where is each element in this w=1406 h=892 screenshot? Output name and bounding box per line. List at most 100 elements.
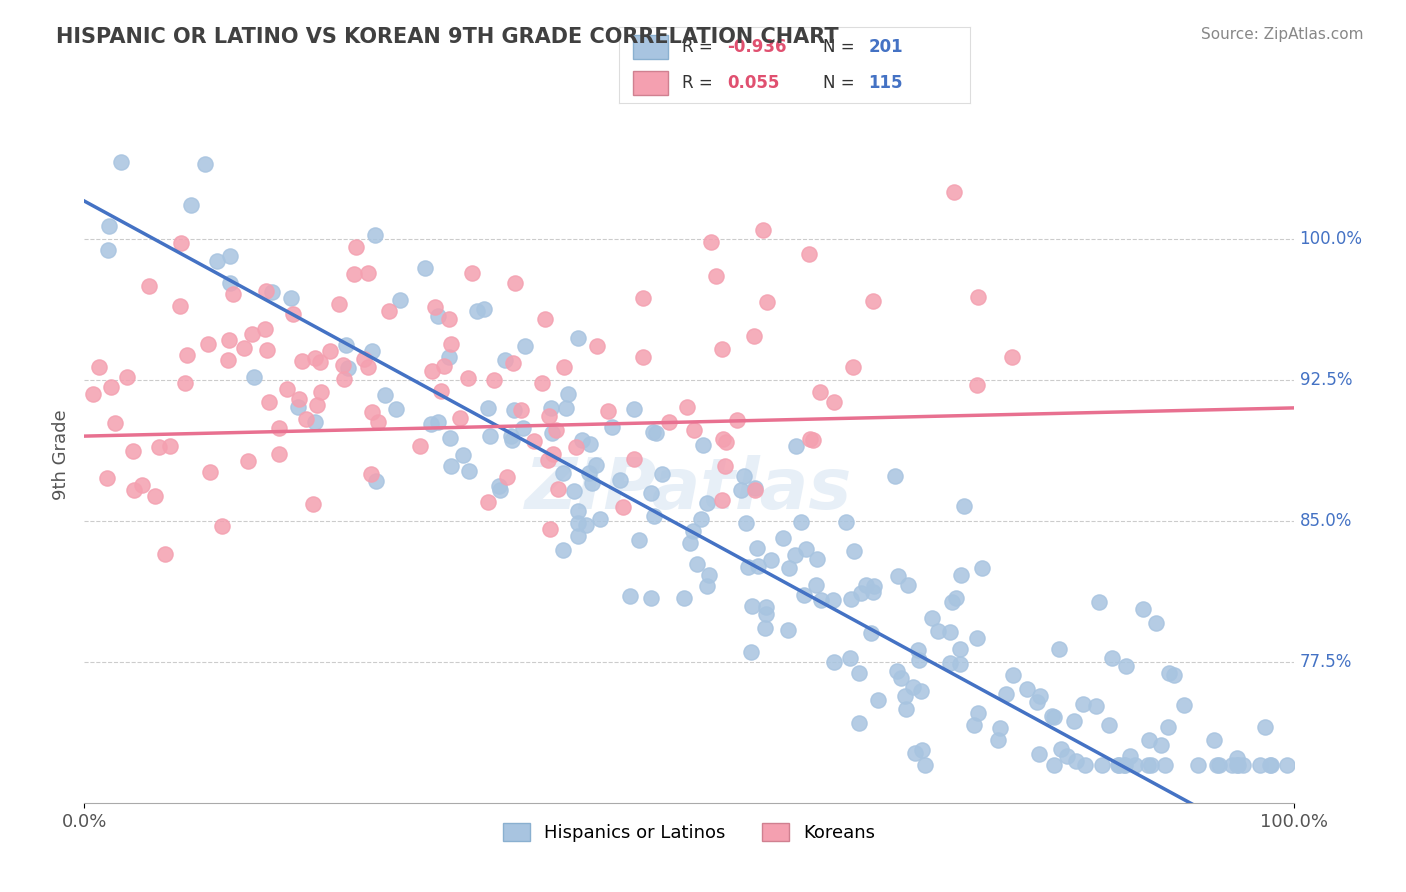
- Koreans: [377, 303, 399, 318]
- Koreans: [553, 359, 575, 374]
- Hispanics or Latinos: [465, 303, 488, 318]
- Koreans: [357, 359, 380, 374]
- Hispanics or Latinos: [1140, 758, 1163, 772]
- Hispanics or Latinos: [562, 484, 585, 499]
- Koreans: [173, 376, 195, 390]
- Text: ZIPatlas: ZIPatlas: [526, 455, 852, 524]
- Koreans: [332, 358, 354, 372]
- Text: Source: ZipAtlas.com: Source: ZipAtlas.com: [1201, 27, 1364, 42]
- Koreans: [256, 343, 278, 357]
- Hispanics or Latinos: [995, 687, 1018, 701]
- Hispanics or Latinos: [1098, 717, 1121, 731]
- Hispanics or Latinos: [453, 448, 475, 462]
- Koreans: [538, 409, 561, 423]
- Hispanics or Latinos: [1040, 708, 1063, 723]
- Hispanics or Latinos: [890, 671, 912, 685]
- Hispanics or Latinos: [501, 433, 523, 447]
- Hispanics or Latinos: [557, 387, 579, 401]
- Hispanics or Latinos: [911, 743, 934, 757]
- Koreans: [523, 434, 546, 448]
- Koreans: [531, 376, 554, 391]
- Hispanics or Latinos: [948, 657, 970, 671]
- Koreans: [537, 453, 560, 467]
- Hispanics or Latinos: [696, 579, 718, 593]
- Hispanics or Latinos: [793, 588, 815, 602]
- Hispanics or Latinos: [1091, 758, 1114, 772]
- Hispanics or Latinos: [619, 589, 641, 603]
- Hispanics or Latinos: [1187, 758, 1209, 772]
- Hispanics or Latinos: [785, 439, 807, 453]
- Hispanics or Latinos: [1249, 758, 1271, 772]
- Hispanics or Latinos: [1163, 667, 1185, 681]
- Koreans: [477, 494, 499, 508]
- Koreans: [343, 267, 366, 281]
- Hispanics or Latinos: [1063, 714, 1085, 729]
- Hispanics or Latinos: [1074, 758, 1097, 772]
- Hispanics or Latinos: [740, 645, 762, 659]
- Hispanics or Latinos: [755, 607, 778, 621]
- Hispanics or Latinos: [1226, 758, 1249, 772]
- Hispanics or Latinos: [1275, 758, 1298, 772]
- Hispanics or Latinos: [1107, 758, 1129, 772]
- Hispanics or Latinos: [1136, 758, 1159, 772]
- Hispanics or Latinos: [640, 486, 662, 500]
- Koreans: [309, 385, 332, 400]
- Hispanics or Latinos: [110, 155, 132, 169]
- Hispanics or Latinos: [361, 344, 384, 359]
- Koreans: [420, 364, 443, 378]
- Koreans: [148, 440, 170, 454]
- Hispanics or Latinos: [950, 567, 973, 582]
- Text: 115: 115: [868, 74, 903, 92]
- Koreans: [295, 412, 318, 426]
- Hispanics or Latinos: [567, 504, 589, 518]
- Legend: Hispanics or Latinos, Koreans: Hispanics or Latinos, Koreans: [495, 815, 883, 849]
- Hispanics or Latinos: [734, 516, 756, 530]
- Hispanics or Latinos: [426, 415, 449, 429]
- Text: R =: R =: [682, 38, 718, 56]
- Hispanics or Latinos: [1144, 615, 1167, 630]
- Koreans: [803, 433, 825, 447]
- Koreans: [301, 497, 323, 511]
- Koreans: [253, 322, 276, 336]
- Hispanics or Latinos: [839, 592, 862, 607]
- Text: 85.0%: 85.0%: [1299, 512, 1353, 530]
- Koreans: [682, 424, 704, 438]
- Text: N =: N =: [823, 38, 859, 56]
- Hispanics or Latinos: [567, 529, 589, 543]
- Hispanics or Latinos: [651, 467, 673, 481]
- Koreans: [409, 439, 432, 453]
- Hispanics or Latinos: [262, 285, 284, 300]
- Hispanics or Latinos: [761, 553, 783, 567]
- Text: 92.5%: 92.5%: [1299, 371, 1353, 389]
- Koreans: [269, 447, 291, 461]
- Koreans: [547, 482, 569, 496]
- Hispanics or Latinos: [1029, 690, 1052, 704]
- Hispanics or Latinos: [1156, 720, 1178, 734]
- Koreans: [100, 380, 122, 394]
- Hispanics or Latinos: [439, 431, 461, 445]
- Hispanics or Latinos: [219, 248, 242, 262]
- Hispanics or Latinos: [1159, 666, 1181, 681]
- Hispanics or Latinos: [901, 680, 924, 694]
- Koreans: [122, 483, 145, 497]
- Text: HISPANIC OR LATINO VS KOREAN 9TH GRADE CORRELATION CHART: HISPANIC OR LATINO VS KOREAN 9TH GRADE C…: [56, 27, 839, 46]
- Hispanics or Latinos: [848, 665, 870, 680]
- Hispanics or Latinos: [689, 512, 711, 526]
- Hispanics or Latinos: [778, 561, 800, 575]
- Koreans: [357, 266, 380, 280]
- Koreans: [82, 387, 104, 401]
- Hispanics or Latinos: [907, 642, 929, 657]
- Koreans: [143, 489, 166, 503]
- Hispanics or Latinos: [1208, 758, 1230, 772]
- Hispanics or Latinos: [287, 400, 309, 414]
- Koreans: [305, 398, 328, 412]
- Koreans: [711, 343, 734, 357]
- Hispanics or Latinos: [939, 625, 962, 640]
- Hispanics or Latinos: [494, 353, 516, 368]
- Hispanics or Latinos: [458, 464, 481, 478]
- Hispanics or Latinos: [578, 466, 600, 480]
- Hispanics or Latinos: [855, 578, 877, 592]
- Hispanics or Latinos: [644, 425, 666, 440]
- Hispanics or Latinos: [1132, 601, 1154, 615]
- Hispanics or Latinos: [785, 548, 807, 562]
